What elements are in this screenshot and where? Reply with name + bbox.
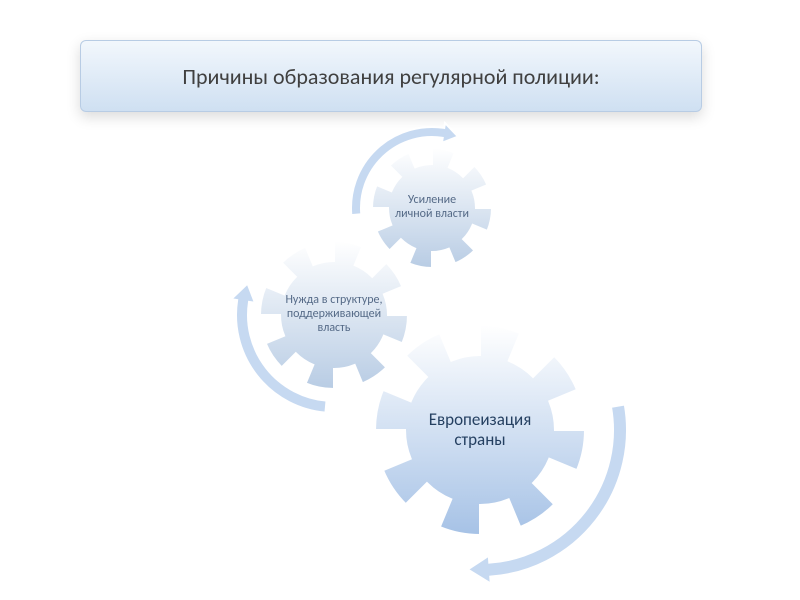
- gear-label-1: Нужда в структуре, поддерживающей власть: [283, 264, 386, 367]
- gear-diagram: Европеизация страныНужда в структуре, по…: [0, 0, 800, 600]
- gear-label-0: Европеизация страны: [409, 359, 552, 502]
- gear-label-2: Усиление личной власти: [390, 166, 474, 250]
